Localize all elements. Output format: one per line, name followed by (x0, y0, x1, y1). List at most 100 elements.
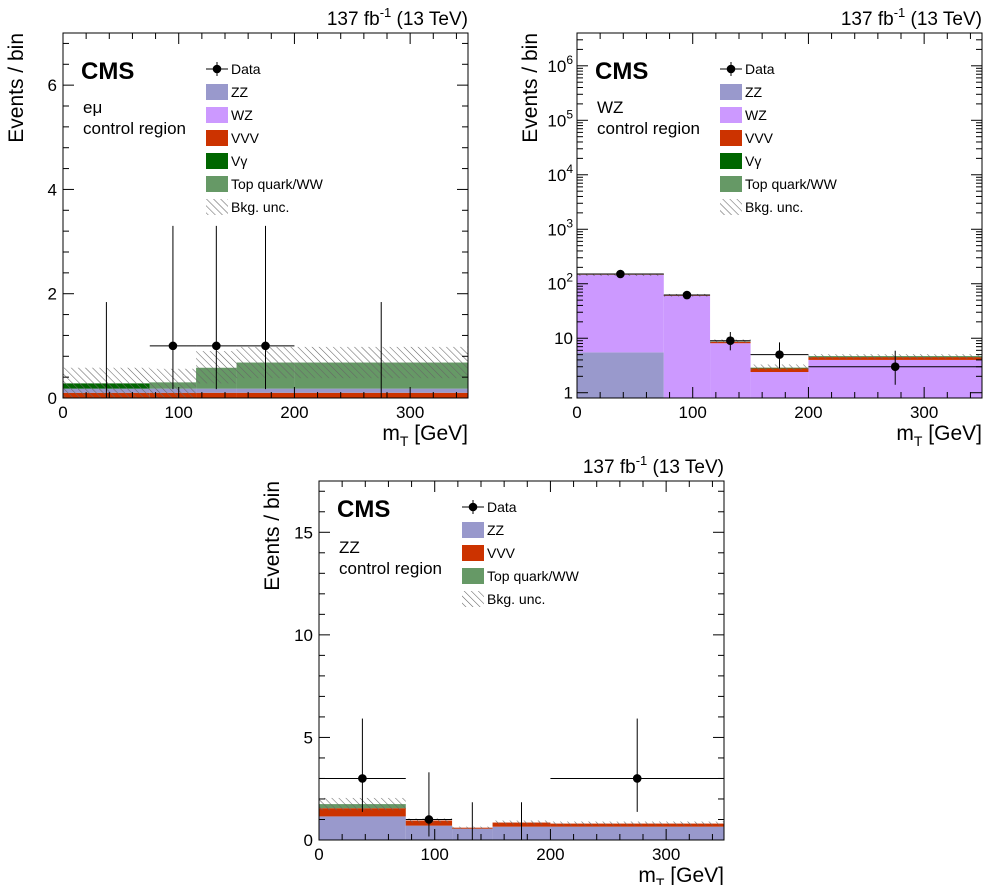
experiment-label: CMS (337, 496, 390, 523)
legend-entry-vvv: VVV (462, 545, 516, 561)
x-axis-label-sub: T (400, 433, 409, 449)
y-tick-base: 1 (564, 384, 573, 403)
data-point-3 (212, 341, 221, 351)
legend-entry-data: Data (206, 61, 261, 77)
legend-data-marker (468, 502, 478, 512)
legend-entry-topww: Top quark/WW (206, 176, 324, 192)
y-tick-label: 0 (304, 831, 313, 850)
x-tick-label: 300 (910, 403, 938, 422)
legend-entry-wz: WZ (206, 107, 253, 123)
legend-label: VVV (487, 545, 516, 561)
bar-zz-bin-1 (319, 816, 406, 840)
x-tick-label: 300 (396, 403, 424, 422)
x-tick-label: 300 (652, 845, 680, 864)
legend-entry-vvv: VVV (206, 130, 260, 146)
x-tick-label: 200 (536, 845, 564, 864)
lumi-exponent: -1 (636, 453, 648, 468)
y-tick-label: 5 (304, 728, 313, 747)
legend-swatch-unc (462, 591, 484, 607)
y-tick-base: 10 (547, 220, 566, 239)
region-label: control region (83, 119, 186, 138)
region-label: ZZ (339, 538, 360, 557)
x-axis-label-m: m (638, 864, 656, 885)
bar-wz-bin-3 (710, 343, 751, 398)
bar-zz-bin-4 (236, 388, 295, 393)
x-tick-label: 0 (314, 845, 323, 864)
legend-label: ZZ (231, 84, 249, 100)
legend-label: ZZ (487, 522, 505, 538)
legend-swatch-zz (720, 84, 742, 100)
x-tick-label: 0 (572, 403, 581, 422)
legend-label: Top quark/WW (745, 176, 838, 192)
x-tick-label: 200 (280, 403, 308, 422)
y-tick-label: 102 (547, 271, 573, 294)
legend-entry-vgamma: Vγ (206, 153, 247, 169)
legend-label: WZ (745, 107, 767, 123)
y-tick-base: 10 (554, 329, 573, 348)
legend-entry-topww: Top quark/WW (720, 176, 838, 192)
x-axis-label-sub: T (914, 433, 923, 449)
lumi-value: 137 fb (327, 9, 380, 30)
bar-wz-bin-2 (663, 295, 711, 398)
data-point-1 (358, 774, 367, 783)
energy-label: (13 TeV) (391, 9, 468, 30)
plot-frame (318, 480, 725, 841)
legend-swatch-vvv (462, 545, 484, 561)
legend-swatch-topww (206, 176, 228, 192)
x-tick-label: 100 (679, 403, 707, 422)
legend-entry-data: Data (462, 499, 517, 515)
legend-swatch-wz (720, 107, 742, 123)
x-axis-label: mT [GeV] (382, 422, 468, 449)
x-tick-label: 200 (794, 403, 822, 422)
lumi-exponent: -1 (894, 5, 906, 20)
bar-zz-bin-5 (550, 826, 724, 840)
y-tick-exp: 2 (566, 271, 573, 285)
legend-entry-topww: Top quark/WW (462, 568, 580, 584)
y-tick-label: 6 (48, 76, 57, 95)
legend-entry-unc: Bkg. unc. (462, 591, 545, 607)
data-point-2 (168, 341, 178, 351)
legend-label: Vγ (231, 153, 247, 169)
legend-label: Data (487, 499, 517, 515)
experiment-label: CMS (595, 58, 648, 85)
data-point-5 (890, 362, 900, 372)
plot-frame (62, 32, 469, 399)
legend-entry-vvv: VVV (720, 130, 774, 146)
legend-swatch-unc (206, 199, 228, 215)
x-axis-label-sub: T (656, 875, 665, 885)
experiment-label: CMS (81, 58, 134, 85)
legend-swatch-vgamma (720, 153, 742, 169)
plot-area (63, 225, 468, 398)
legend-data-marker (726, 64, 736, 74)
y-tick-base: 10 (547, 111, 566, 130)
data-point-5 (632, 774, 642, 783)
y-tick-label: 10 (554, 329, 573, 348)
bar-vvv-bin-3 (196, 392, 237, 398)
y-tick-label: 0 (48, 389, 57, 408)
y-tick-base: 10 (547, 166, 566, 185)
x-tick-label: 100 (165, 403, 193, 422)
legend-swatch-vgamma (206, 153, 228, 169)
x-axis-label-m: m (896, 422, 914, 445)
legend-swatch-unc (720, 199, 742, 215)
legend-swatch-wz (206, 107, 228, 123)
legend-swatch-topww (462, 568, 484, 584)
legend-entry-vgamma: Vγ (720, 153, 761, 169)
x-axis-label-unit: [GeV] (408, 422, 468, 445)
legend-label: Vγ (745, 153, 761, 169)
region-label: WZ (597, 98, 623, 117)
legend-swatch-zz (206, 84, 228, 100)
region-label: control region (597, 119, 700, 138)
legend-label: Top quark/WW (487, 568, 580, 584)
uncertainty-band-bin-5 (550, 821, 724, 826)
chart-panel-1: 0 100 200 300 0 2 4 6 mT [GeV] Events / bin 137 fb… (5, 5, 469, 449)
legend-entry-zz: ZZ (462, 522, 505, 538)
legend-label: Data (231, 61, 261, 77)
legend-label: Bkg. unc. (487, 591, 545, 607)
y-tick-base: 10 (547, 275, 566, 294)
legend-entry-data: Data (720, 61, 775, 77)
legend-swatch-vvv (206, 130, 228, 146)
legend-label: ZZ (745, 84, 763, 100)
y-tick-exp: 5 (566, 107, 573, 121)
